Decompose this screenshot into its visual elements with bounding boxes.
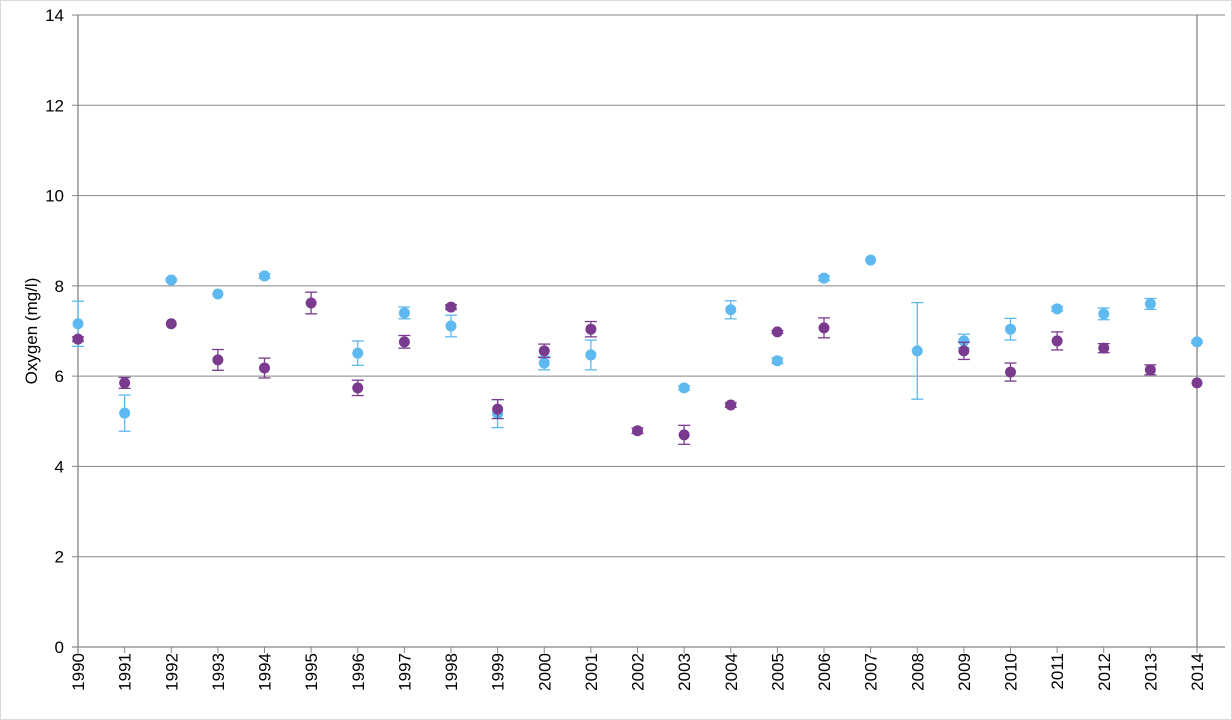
- data-point: [678, 429, 690, 441]
- y-axis-label: Oxygen (mg/l): [22, 278, 41, 385]
- x-tick-label: 1990: [69, 653, 88, 691]
- x-tick-label: 2010: [1002, 653, 1021, 691]
- y-tick-label: 6: [55, 367, 64, 386]
- data-point: [1191, 377, 1203, 389]
- data-point: [72, 318, 84, 330]
- y-tick-label: 14: [45, 6, 64, 25]
- x-tick-label: 2000: [535, 653, 554, 691]
- x-tick-label: 1998: [442, 653, 461, 691]
- data-point: [1098, 308, 1110, 320]
- series-purple: [72, 291, 1203, 445]
- y-tick-label: 10: [45, 187, 64, 206]
- data-point: [259, 362, 270, 374]
- data-point: [1051, 303, 1063, 315]
- data-point: [958, 345, 970, 357]
- data-point: [818, 322, 830, 334]
- data-point: [632, 425, 643, 437]
- y-tick-label: 12: [45, 96, 64, 115]
- data-point: [352, 382, 364, 394]
- x-tick-label: 2009: [955, 653, 974, 691]
- data-point: [259, 270, 270, 282]
- data-point: [119, 407, 131, 419]
- x-tick-label: 2011: [1048, 653, 1067, 690]
- data-point: [958, 335, 970, 347]
- data-point: [865, 254, 877, 266]
- data-point: [538, 357, 550, 369]
- x-tick-label: 1997: [395, 653, 414, 691]
- x-tick-label: 1999: [489, 653, 508, 691]
- data-point: [585, 349, 597, 361]
- gridlines: [72, 14, 1225, 558]
- data-point: [818, 272, 830, 284]
- x-tick-label: 2013: [1141, 653, 1160, 691]
- data-point: [165, 318, 177, 330]
- x-tick-label: 2014: [1188, 653, 1207, 691]
- x-tick-label: 2002: [629, 653, 648, 691]
- x-tick-label: 2003: [675, 653, 694, 691]
- axes: 0 2 4 6 8 10 12 14 1990 1991 1992 1993 1994 1995 1996 1…: [45, 6, 1225, 691]
- x-tick-label: 2004: [722, 653, 741, 691]
- x-tick-label: 1994: [256, 653, 275, 691]
- y-tick-label: 8: [55, 277, 64, 296]
- y-tick-label: 4: [55, 457, 64, 476]
- data-point: [119, 377, 131, 389]
- data-point: [72, 333, 84, 345]
- x-tick-label: 2005: [768, 653, 787, 691]
- data-point: [771, 355, 783, 367]
- x-tick-label: 1992: [162, 653, 181, 691]
- data-point: [585, 323, 597, 335]
- data-point: [1144, 298, 1156, 310]
- x-tick-label: 2012: [1095, 653, 1114, 691]
- data-point: [1005, 366, 1016, 378]
- data-point: [492, 403, 504, 415]
- data-point: [1098, 342, 1110, 354]
- data-point: [165, 274, 177, 286]
- data-point: [352, 347, 364, 359]
- data-point: [398, 307, 410, 319]
- y-tick-label: 2: [55, 548, 64, 567]
- y-tick-label: 0: [55, 638, 64, 657]
- data-point: [538, 345, 550, 357]
- data-point: [398, 336, 410, 348]
- data-point: [1144, 364, 1156, 376]
- x-tick-label: 2007: [862, 653, 881, 691]
- data-point: [305, 297, 317, 309]
- x-tick-label: 1993: [209, 653, 228, 691]
- x-tick-label: 2001: [582, 653, 601, 691]
- data-point: [212, 354, 224, 366]
- x-tick-label: 2006: [815, 653, 834, 691]
- data-point: [771, 326, 783, 338]
- data-point: [911, 345, 923, 357]
- data-point: [1191, 336, 1203, 348]
- data-point: [445, 301, 457, 313]
- x-tick-label: 1995: [302, 653, 321, 691]
- data-marks: [72, 254, 1203, 445]
- data-point: [1051, 335, 1063, 347]
- x-tick-label: 1991: [116, 653, 135, 691]
- data-point: [445, 320, 457, 332]
- data-point: [1005, 323, 1016, 335]
- x-tick-label: 2008: [908, 653, 927, 691]
- data-point: [725, 304, 737, 316]
- data-point: [725, 399, 737, 411]
- x-tick-label: 1996: [349, 653, 368, 691]
- data-point: [678, 382, 690, 394]
- series-light-blue: [72, 254, 1203, 432]
- data-point: [212, 288, 224, 300]
